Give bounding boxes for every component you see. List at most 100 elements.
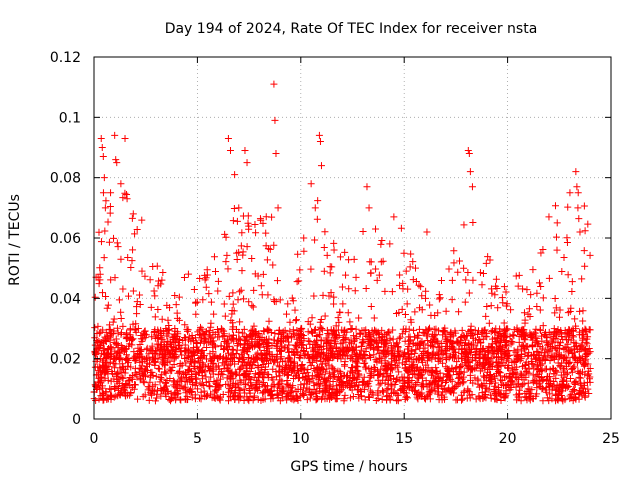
- data-point: [515, 386, 523, 394]
- data-point: [309, 340, 317, 348]
- data-point: [224, 345, 232, 353]
- data-point: [115, 348, 123, 356]
- data-point: [129, 210, 137, 218]
- data-point: [276, 347, 284, 355]
- data-point: [317, 162, 325, 170]
- data-point: [396, 281, 404, 289]
- data-point: [314, 363, 322, 371]
- data-point: [384, 384, 392, 392]
- data-point: [532, 325, 540, 333]
- data-point: [304, 376, 312, 384]
- data-point: [409, 339, 417, 347]
- data-point: [101, 367, 109, 375]
- data-point: [291, 331, 299, 339]
- data-point: [250, 394, 258, 402]
- data-point: [548, 395, 556, 403]
- data-point: [461, 347, 469, 355]
- data-point: [216, 382, 224, 390]
- data-point: [317, 353, 325, 361]
- data-point: [253, 376, 261, 384]
- data-point: [294, 374, 302, 382]
- data-point: [581, 392, 589, 400]
- data-point: [434, 337, 442, 345]
- data-point: [367, 303, 375, 311]
- data-point: [492, 359, 500, 367]
- data-point: [584, 385, 592, 393]
- data-point: [152, 372, 160, 380]
- data-point: [102, 197, 110, 205]
- data-point: [553, 219, 561, 227]
- data-point: [101, 204, 109, 212]
- data-point: [361, 396, 369, 404]
- data-point: [124, 381, 132, 389]
- data-point: [532, 338, 540, 346]
- data-point: [201, 276, 209, 284]
- data-point: [305, 375, 313, 383]
- data-point: [585, 375, 593, 383]
- data-point: [217, 370, 225, 378]
- data-point: [340, 395, 348, 403]
- data-point: [512, 348, 520, 356]
- data-point: [486, 371, 494, 379]
- data-point: [284, 333, 292, 341]
- data-point: [440, 384, 448, 392]
- data-point: [493, 284, 501, 292]
- data-point: [292, 388, 300, 396]
- data-point: [302, 387, 310, 395]
- data-point: [213, 325, 221, 333]
- data-point: [509, 331, 517, 339]
- data-point: [488, 377, 496, 385]
- data-point: [154, 386, 162, 394]
- data-point: [475, 348, 483, 356]
- data-point: [319, 291, 327, 299]
- data-point: [196, 323, 204, 331]
- data-point: [444, 335, 452, 343]
- data-point: [205, 290, 213, 298]
- data-point: [327, 336, 335, 344]
- data-point: [210, 253, 218, 261]
- data-point: [247, 364, 255, 372]
- data-point: [177, 396, 185, 404]
- data-point: [583, 349, 591, 357]
- data-point: [578, 275, 586, 283]
- data-point: [276, 376, 284, 384]
- data-point: [375, 381, 383, 389]
- data-point: [407, 350, 415, 358]
- data-point: [97, 328, 105, 336]
- data-point: [99, 347, 107, 355]
- data-point: [124, 292, 132, 300]
- data-point: [492, 338, 500, 346]
- data-point: [291, 306, 299, 314]
- data-point: [418, 337, 426, 345]
- data-point: [131, 325, 139, 333]
- data-point: [113, 239, 121, 247]
- data-point: [396, 353, 404, 361]
- data-point: [344, 382, 352, 390]
- data-point: [493, 339, 501, 347]
- data-point: [182, 359, 190, 367]
- data-point: [567, 304, 575, 312]
- data-point: [118, 363, 126, 371]
- data-point: [467, 348, 475, 356]
- data-point: [582, 326, 590, 334]
- data-point: [543, 334, 551, 342]
- data-point: [351, 382, 359, 390]
- data-point: [515, 353, 523, 361]
- data-point: [299, 374, 307, 382]
- data-point: [505, 347, 513, 355]
- data-point: [235, 204, 243, 212]
- data-point: [157, 385, 165, 393]
- data-point: [225, 397, 233, 405]
- data-point: [448, 377, 456, 385]
- data-point: [281, 343, 289, 351]
- data-point: [256, 333, 264, 341]
- data-point: [485, 360, 493, 368]
- data-point: [455, 257, 463, 265]
- data-point: [460, 264, 468, 272]
- data-point: [262, 386, 270, 394]
- data-point: [578, 368, 586, 376]
- data-point: [409, 371, 417, 379]
- data-point: [472, 357, 480, 365]
- data-point: [199, 296, 207, 304]
- data-point: [520, 309, 528, 317]
